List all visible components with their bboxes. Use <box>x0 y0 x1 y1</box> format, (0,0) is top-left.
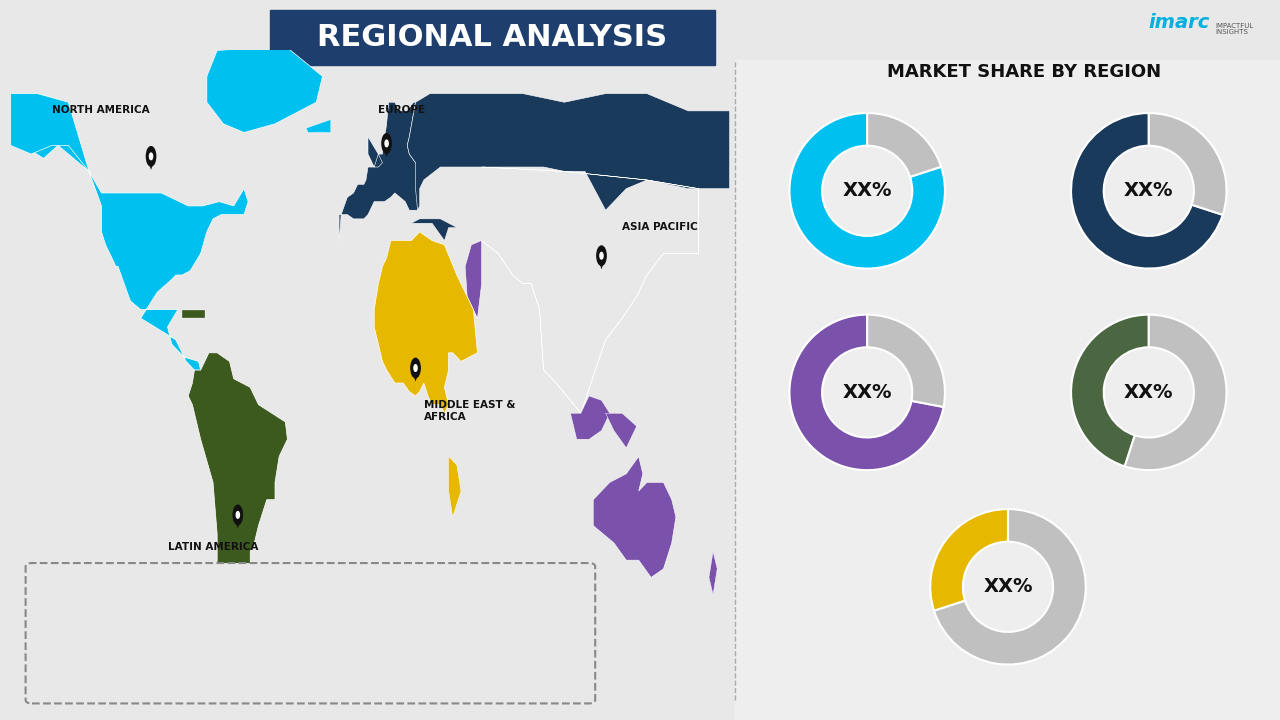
Bar <box>735 60 1280 720</box>
Text: XX%: XX% <box>1124 181 1174 200</box>
Wedge shape <box>790 315 943 470</box>
Polygon shape <box>374 232 477 413</box>
Wedge shape <box>868 113 941 177</box>
Circle shape <box>411 359 420 378</box>
Circle shape <box>233 505 242 525</box>
Wedge shape <box>868 315 945 407</box>
Text: XX: XX <box>544 633 563 646</box>
Text: IMPACTFUL
INSIGHTS: IMPACTFUL INSIGHTS <box>1215 22 1253 35</box>
Polygon shape <box>148 161 154 170</box>
Polygon shape <box>10 94 248 370</box>
Wedge shape <box>1149 113 1226 215</box>
Text: MARKET SHARE BY REGION: MARKET SHARE BY REGION <box>887 63 1161 81</box>
Polygon shape <box>182 310 205 318</box>
Text: XX%: XX% <box>1124 383 1174 402</box>
Text: XX%: XX% <box>983 577 1033 596</box>
Text: REGIONAL ANALYSIS: REGIONAL ANALYSIS <box>317 22 667 52</box>
Text: EUROPE: EUROPE <box>379 105 425 115</box>
Polygon shape <box>465 167 699 413</box>
Text: LARGEST REGION: LARGEST REGION <box>61 582 183 595</box>
Polygon shape <box>188 353 288 647</box>
Polygon shape <box>236 520 241 528</box>
Polygon shape <box>306 120 330 132</box>
Circle shape <box>381 134 392 153</box>
Bar <box>397 659 509 672</box>
Polygon shape <box>10 94 90 171</box>
Polygon shape <box>339 102 424 245</box>
Text: ASIA PACIFIC: ASIA PACIFIC <box>622 222 698 232</box>
Bar <box>433 608 509 621</box>
Circle shape <box>150 153 152 160</box>
Circle shape <box>237 512 239 518</box>
Text: MIDDLE EAST &
AFRICA: MIDDLE EAST & AFRICA <box>424 400 515 422</box>
Bar <box>61 608 433 621</box>
Text: XX%: XX% <box>842 383 892 402</box>
Circle shape <box>596 246 607 266</box>
Polygon shape <box>384 148 389 157</box>
Polygon shape <box>605 413 636 448</box>
Wedge shape <box>1125 315 1226 470</box>
Wedge shape <box>931 509 1009 611</box>
Polygon shape <box>411 219 457 240</box>
Polygon shape <box>709 552 717 595</box>
Text: NORTH AMERICA: NORTH AMERICA <box>52 105 150 115</box>
Polygon shape <box>448 456 461 517</box>
Bar <box>270 10 716 65</box>
Circle shape <box>385 140 388 147</box>
Polygon shape <box>207 46 323 132</box>
Wedge shape <box>790 113 945 269</box>
Text: LATIN AMERICA: LATIN AMERICA <box>168 541 259 552</box>
Polygon shape <box>599 261 604 269</box>
Polygon shape <box>571 396 609 439</box>
Polygon shape <box>407 94 730 210</box>
Text: XX: XX <box>544 582 563 595</box>
Circle shape <box>146 147 156 166</box>
Wedge shape <box>1071 113 1222 269</box>
Bar <box>61 659 397 672</box>
Circle shape <box>600 253 603 259</box>
Text: XX%: XX% <box>842 181 892 200</box>
Wedge shape <box>1071 315 1149 467</box>
Circle shape <box>413 365 417 372</box>
Polygon shape <box>412 373 419 382</box>
Text: FASTEST GROWING REGION: FASTEST GROWING REGION <box>61 633 253 646</box>
Polygon shape <box>593 456 676 577</box>
Text: imarc: imarc <box>1148 14 1210 32</box>
Wedge shape <box>934 509 1085 665</box>
